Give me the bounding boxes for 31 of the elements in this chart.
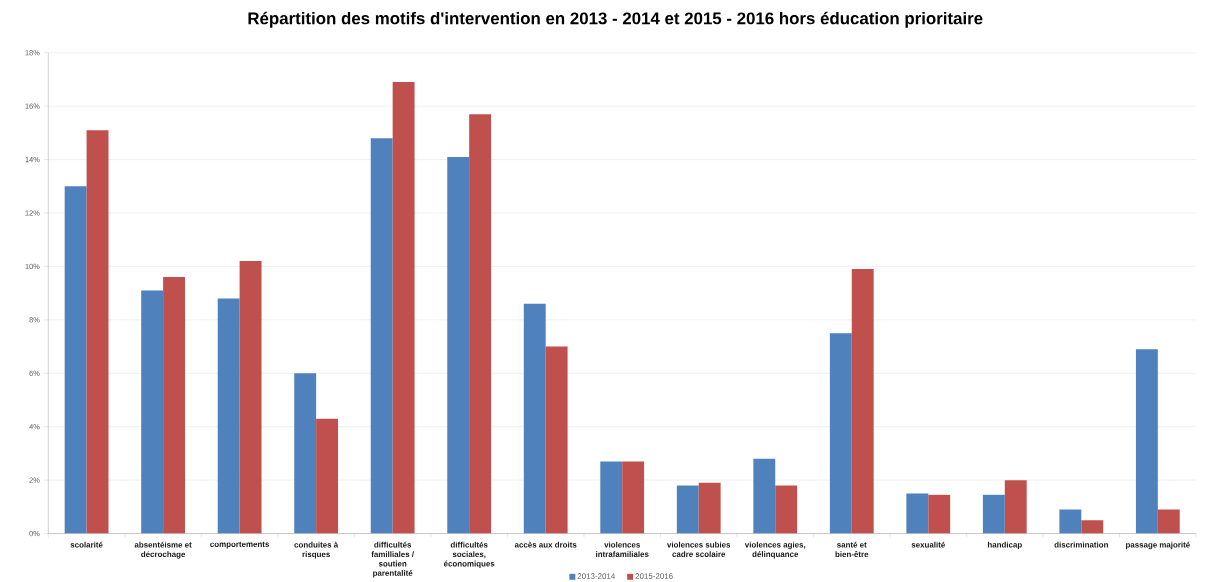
bar: [851, 268, 874, 534]
bar: [753, 458, 776, 534]
bar: [545, 346, 568, 534]
bar: [1157, 509, 1180, 534]
bar: [64, 186, 87, 534]
bar: [676, 485, 699, 534]
bar: [906, 493, 929, 534]
bar: [600, 461, 623, 534]
bar: [370, 138, 393, 534]
bar: [982, 494, 1005, 534]
bar: [1135, 349, 1158, 534]
bar: [447, 156, 470, 534]
bar: [1059, 509, 1082, 534]
bar: [1081, 520, 1104, 534]
bar: [469, 114, 492, 534]
bar: [86, 130, 109, 534]
bar: [294, 373, 317, 534]
bar: [1004, 479, 1027, 534]
bar: [163, 276, 185, 534]
bar: [622, 461, 645, 534]
bar: [523, 303, 546, 534]
bar: [698, 482, 721, 534]
bar: [392, 81, 415, 534]
bar: [928, 494, 951, 534]
bar: [239, 260, 262, 534]
bar: [217, 298, 240, 534]
bar: [829, 333, 852, 534]
bar: [316, 418, 339, 534]
chart-title: Répartition des motifs d'intervention en 2013 - 2014 et 2015 - 2016 hors éducation prioritaire: [248, 11, 983, 28]
bar: [775, 485, 798, 534]
bar: [141, 290, 164, 534]
